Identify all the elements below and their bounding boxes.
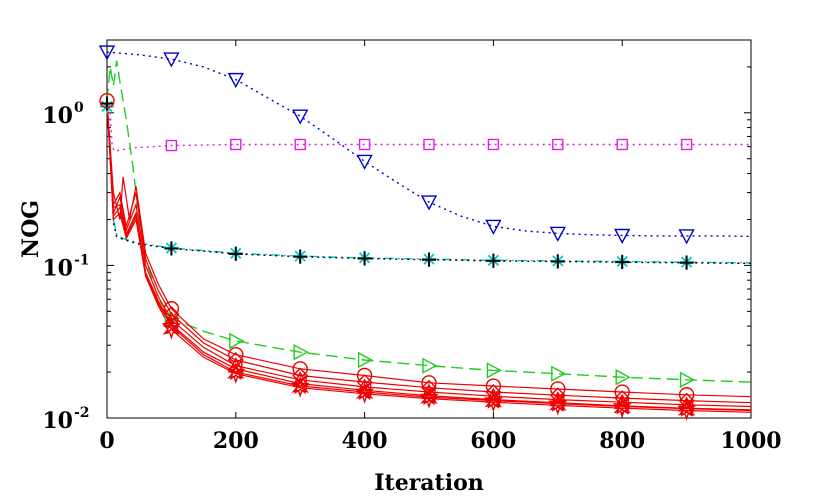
axis-ticks: [106, 39, 752, 419]
data-marker-red-diamond: [549, 387, 566, 404]
x-tick-label: 200: [213, 428, 259, 454]
data-marker-magenta-square: [230, 138, 242, 151]
data-marker-green-triangle-right: [229, 332, 245, 350]
data-marker-blue-triangle-down: [420, 195, 438, 211]
y-axis-title: NOG: [18, 200, 44, 258]
x-tick-label: 400: [342, 428, 388, 454]
data-marker-green-triangle-right: [679, 371, 696, 388]
data-marker-red-triangle-up: [420, 383, 438, 399]
data-marker-green-triangle-right: [293, 344, 309, 361]
data-marker-red-star: [162, 319, 181, 340]
data-marker-red-pentagram: [677, 398, 697, 417]
data-marker-green-triangle-right: [422, 357, 438, 374]
data-marker-magenta-square: [358, 138, 371, 151]
series-line-red-pentagram: [106, 100, 752, 412]
series-line-red-triangle-up: [106, 100, 752, 408]
data-marker-blue-triangle-down: [485, 219, 502, 235]
y-tick-exponent: -1: [74, 252, 90, 268]
x-tick-label: 1000: [720, 428, 781, 454]
y-tick-exponent: 0: [74, 100, 84, 116]
data-marker-red-diamond: [614, 390, 631, 407]
data-marker-magenta-square: [487, 138, 500, 151]
data-marker-red-pentagram: [161, 316, 181, 335]
data-marker-black-plus: [615, 255, 630, 270]
data-marker-red-triangle-up: [549, 391, 566, 407]
data-marker-magenta-square: [423, 138, 435, 151]
data-marker-green-triangle-right: [615, 369, 631, 386]
data-marker-magenta-square: [552, 138, 564, 151]
data-marker-blue-triangle-down: [614, 228, 631, 244]
series-line-blue-triangle-down: [106, 51, 752, 238]
data-marker-magenta-square: [616, 138, 628, 151]
data-marker-red-diamond: [485, 384, 502, 401]
x-tick-label: 800: [599, 428, 645, 454]
data-marker-red-diamond: [678, 392, 695, 409]
data-marker-black-plus: [679, 255, 694, 270]
data-marker-red-circle: [99, 93, 115, 109]
series-line-magenta-square: [106, 100, 751, 152]
data-marker-black-plus: [293, 249, 308, 264]
data-marker-blue-triangle-down: [678, 229, 695, 245]
y-tick-label: 10: [42, 408, 73, 434]
data-marker-red-triangle-up: [292, 371, 309, 387]
data-marker-red-triangle-up: [356, 378, 373, 394]
y-tick-label: 10: [42, 103, 73, 129]
data-marker-black-plus: [357, 251, 372, 266]
x-tick-label: 600: [470, 428, 516, 454]
data-marker-red-triangle-up: [227, 357, 244, 373]
data-marker-green-triangle-right: [486, 362, 502, 379]
data-marker-red-circle: [292, 361, 308, 377]
x-axis-title: Iteration: [374, 470, 483, 496]
data-marker-red-triangle-up: [678, 396, 695, 412]
plot-area: [106, 39, 752, 419]
data-marker-black-plus: [164, 241, 179, 256]
data-marker-black-plus: [422, 252, 436, 267]
y-tick-exponent: -2: [74, 405, 90, 421]
data-marker-blue-triangle-down: [292, 109, 309, 125]
x-tick-labels: 0 200 400 600 800 1000: [99, 428, 781, 454]
data-marker-magenta-square: [165, 139, 178, 152]
data-marker-red-circle: [228, 346, 244, 363]
data-marker-black-plus: [228, 246, 243, 261]
data-marker-red-pentagram: [226, 362, 246, 381]
data-marker-blue-triangle-down: [163, 52, 180, 68]
data-marker-red-pentagram: [483, 390, 503, 409]
data-marker-red-diamond: [292, 367, 309, 384]
marker-layer: [98, 45, 697, 421]
data-marker-blue-triangle-down: [98, 45, 116, 61]
data-marker-green-triangle-right: [551, 365, 567, 382]
x-tick-label: 0: [99, 428, 114, 454]
data-marker-blue-triangle-down: [549, 226, 566, 242]
data-marker-magenta-square: [294, 138, 306, 151]
data-marker-red-pentagram: [612, 396, 632, 415]
data-marker-red-diamond: [421, 379, 437, 396]
data-marker-red-triangle-up: [614, 393, 631, 409]
data-marker-magenta-square: [680, 138, 693, 151]
data-marker-red-pentagram: [548, 393, 568, 412]
series-line-red-diamond: [106, 100, 752, 404]
data-marker-green-triangle-right: [357, 351, 374, 369]
data-marker-red-pentagram: [290, 376, 310, 395]
y-tick-label: 10: [42, 255, 73, 281]
data-marker-red-triangle-up: [485, 387, 502, 403]
data-marker-black-plus: [486, 253, 501, 268]
data-marker-red-pentagram: [355, 382, 375, 401]
data-marker-red-circle: [163, 301, 180, 317]
data-marker-blue-triangle-down: [227, 72, 244, 89]
data-marker-red-pentagram: [419, 387, 439, 406]
data-marker-blue-triangle-down: [356, 154, 373, 170]
data-marker-black-plus: [550, 254, 565, 269]
data-marker-red-diamond: [356, 374, 373, 391]
